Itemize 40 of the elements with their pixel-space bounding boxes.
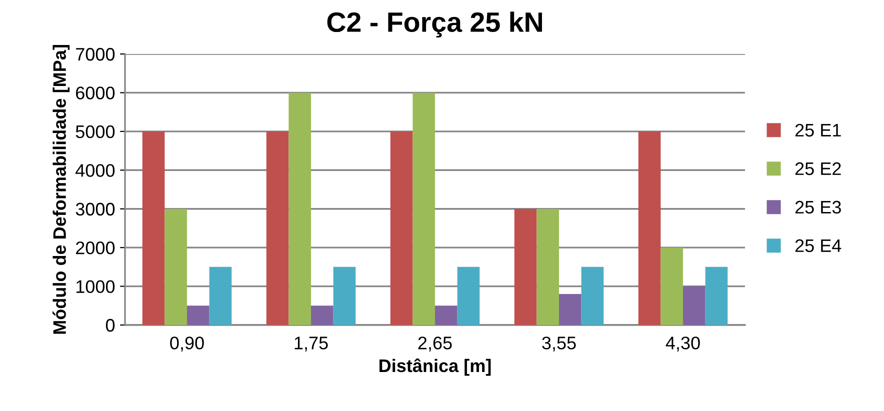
bar	[412, 92, 435, 325]
bar	[209, 266, 232, 325]
bar	[187, 306, 210, 325]
y-tick-label: 6000	[76, 86, 115, 100]
bar	[581, 266, 604, 325]
bar	[311, 306, 334, 325]
bar	[142, 131, 165, 325]
bar	[536, 208, 559, 325]
bar	[288, 92, 311, 325]
x-tick-label: 3,55	[542, 336, 576, 352]
y-tick-label: 7000	[76, 48, 115, 61]
x-axis-title: Distânica [m]	[380, 358, 491, 376]
y-tick-label: 5000	[76, 125, 115, 138]
legend-label: 25 E1	[795, 124, 841, 137]
y-tick-label: 3000	[76, 202, 115, 216]
y-axis-title: Módulo de Deformabilidade [MPa]	[52, 45, 70, 334]
x-tick-label: 4,30	[666, 336, 700, 352]
bar	[435, 306, 458, 325]
bar	[683, 286, 706, 325]
legend-label: 25 E3	[795, 200, 841, 214]
bar	[559, 294, 582, 325]
y-tick-label: 2000	[76, 242, 115, 254]
bar	[705, 266, 728, 325]
y-tick-label: 4000	[76, 164, 115, 177]
bar	[333, 266, 356, 325]
y-tick-label: 1000	[76, 280, 115, 294]
x-tick-label: 1,75	[294, 336, 328, 352]
bar	[266, 131, 289, 325]
bar	[390, 131, 413, 325]
legend-label: 25 E4	[795, 239, 842, 252]
bar	[164, 208, 187, 325]
legend-label: 25 E2	[795, 162, 841, 176]
bar	[457, 266, 480, 325]
x-tick-label: 0,90	[170, 336, 204, 352]
bar	[514, 208, 537, 325]
y-tick-label: 0	[106, 318, 115, 332]
chart-title: C2 - Força 25 kN	[327, 12, 542, 38]
bar	[660, 248, 683, 325]
bar	[638, 131, 661, 325]
x-tick-label: 2,65	[418, 336, 452, 352]
